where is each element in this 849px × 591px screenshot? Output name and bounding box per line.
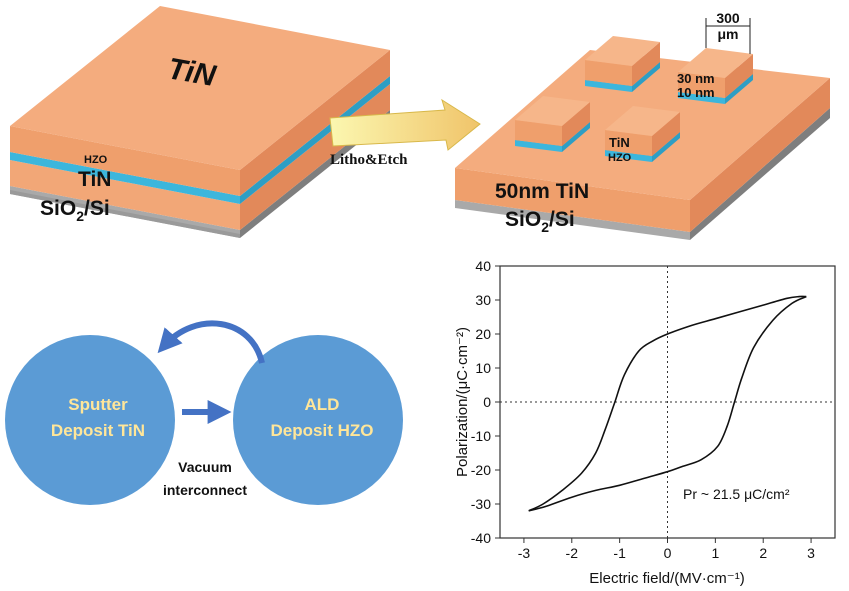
x-tick-label: -1 (613, 545, 626, 561)
left-hzo-label: HZO (84, 154, 108, 166)
pad-hzo-label: HZO (608, 152, 632, 164)
right-substrate-label: SiO2/Si (505, 208, 575, 235)
capacitor-pad (515, 96, 590, 152)
hzo-thickness-label: 10 nm (677, 85, 715, 100)
vacuum-label-line2: interconnect (163, 482, 247, 498)
sputter-circle (5, 335, 175, 505)
y-tick-label: 20 (475, 326, 491, 342)
y-tick-label: 40 (475, 258, 491, 274)
left-hzo-front (10, 152, 240, 204)
right-base-tin-front (455, 168, 690, 232)
right-base-tin-right (690, 78, 830, 232)
ald-line1: ALD (305, 395, 340, 414)
left-substrate-front (10, 190, 240, 238)
capacitor-pad (585, 36, 660, 92)
left-hzo-right (240, 76, 390, 204)
x-tick-label: 0 (664, 545, 672, 561)
y-tick-label: 30 (475, 292, 491, 308)
x-tick-label: 2 (759, 545, 767, 561)
x-axis-ticks: -3 -2 -1 0 1 2 3 (518, 538, 815, 561)
left-top-tin-face (10, 6, 390, 170)
left-substrate-label: SiO2/Si (40, 197, 110, 224)
ald-circle (233, 335, 403, 505)
ald-line2: Deposit HZO (271, 421, 374, 440)
sputter-line2: Deposit TiN (51, 421, 145, 440)
hysteresis-branch-upper (528, 295, 807, 512)
x-tick-label: -2 (566, 545, 579, 561)
process-arrow: Litho&Etch (329, 98, 481, 168)
y-tick-label: -10 (471, 428, 491, 444)
right-device-stack: 300 μm 30 nm 10 nm TiN HZO 50nm TiN SiO2… (455, 10, 830, 240)
right-substrate-right (690, 108, 830, 240)
x-tick-label: -3 (518, 545, 531, 561)
vacuum-label-line1: Vacuum (178, 459, 232, 475)
y-axis-ticks: -40 -30 -20 -10 0 10 20 30 40 (471, 258, 500, 546)
left-tin-label: TiN (78, 168, 111, 191)
y-tick-label: -40 (471, 530, 491, 546)
y-axis-label: Polarization/(μC·cm⁻²) (454, 327, 471, 477)
pr-annotation: Pr ~ 21.5 μC/cm² (683, 486, 790, 502)
process-flow: Sputter Deposit TiN ALD Deposit HZO Vacu… (5, 320, 403, 505)
right-substrate-front (455, 200, 690, 240)
x-tick-label: 1 (711, 545, 719, 561)
tin-thickness-label: 30 nm (677, 71, 715, 86)
capacitor-pad (605, 106, 680, 162)
left-bottom-tin-front (10, 160, 240, 230)
pad-size-unit: μm (717, 26, 738, 42)
pad-size-value: 300 (716, 10, 740, 26)
process-arrow-label: Litho&Etch (330, 152, 408, 168)
y-tick-label: -30 (471, 496, 491, 512)
x-axis-label: Electric field/(MV·cm⁻¹) (589, 570, 744, 587)
left-top-tin-front (10, 126, 240, 196)
base-tin-label: 50nm TiN (495, 180, 589, 203)
series-layer (528, 295, 807, 512)
capacitor-pad (678, 48, 753, 104)
left-top-tin-right (240, 50, 390, 196)
hysteresis-branch-lower (528, 295, 807, 512)
y-tick-label: 0 (483, 394, 491, 410)
pad-size-marker (705, 18, 751, 54)
x-tick-label: 3 (807, 545, 815, 561)
sputter-line1: Sputter (68, 395, 128, 414)
y-tick-label: -20 (471, 462, 491, 478)
return-arrow (157, 320, 265, 364)
process-arrow-shape (329, 98, 481, 151)
y-tick-label: 10 (475, 360, 491, 376)
pad-tin-label: TiN (609, 135, 630, 150)
